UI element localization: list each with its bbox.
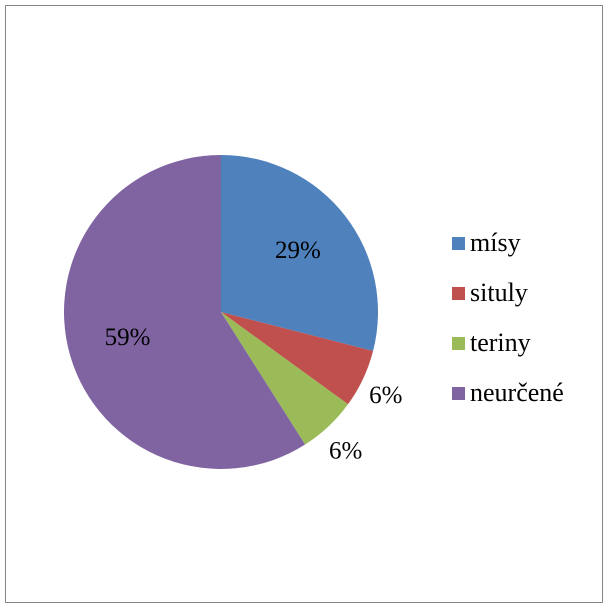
pie-data-label-0: 29% xyxy=(275,237,321,264)
legend-item-teriny: teriny xyxy=(452,328,531,358)
pie-data-label-1: 6% xyxy=(369,382,402,409)
pie-slice-2 xyxy=(221,312,349,445)
legend-label-teriny: teriny xyxy=(470,328,531,357)
pie-data-labels: 29% 6% 6% 59% xyxy=(105,237,403,464)
legend-item-neurcene: neurčené xyxy=(452,378,564,408)
legend-swatch-situly xyxy=(452,286,465,300)
legend-item-situly: situly xyxy=(452,278,528,308)
chart-frame: 29% 6% 6% 59% mísy situly teriny neurčené xyxy=(5,5,603,603)
pie-slices xyxy=(63,154,379,469)
pie-slice-1 xyxy=(221,312,374,405)
pie-slice-0 xyxy=(221,155,379,352)
pie-data-label-3: 59% xyxy=(105,324,151,351)
pie-slice-3 xyxy=(63,154,306,469)
legend-label-neurcene: neurčené xyxy=(470,378,564,407)
legend-swatch-misy xyxy=(452,236,465,250)
legend-swatch-neurcene xyxy=(452,386,465,400)
legend-label-misy: mísy xyxy=(470,228,521,257)
legend-item-misy: mísy xyxy=(452,228,521,258)
pie-data-label-2: 6% xyxy=(329,438,362,465)
pie-chart: 29% 6% 6% 59% xyxy=(63,154,403,469)
legend-label-situly: situly xyxy=(470,278,528,307)
legend-swatch-teriny xyxy=(452,336,465,350)
